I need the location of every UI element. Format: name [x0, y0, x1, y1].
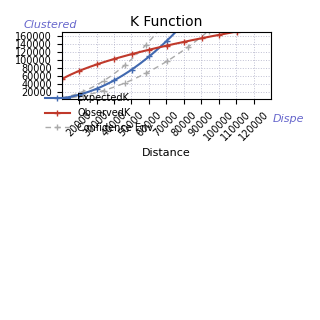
Text: Dispe: Dispe	[273, 115, 305, 124]
Title: K Function: K Function	[130, 15, 203, 29]
Legend: ExpectedK, ObservedK, Confidence Env.: ExpectedK, ObservedK, Confidence Env.	[41, 89, 159, 137]
Text: Clustered: Clustered	[24, 20, 77, 30]
X-axis label: Distance: Distance	[142, 148, 191, 158]
